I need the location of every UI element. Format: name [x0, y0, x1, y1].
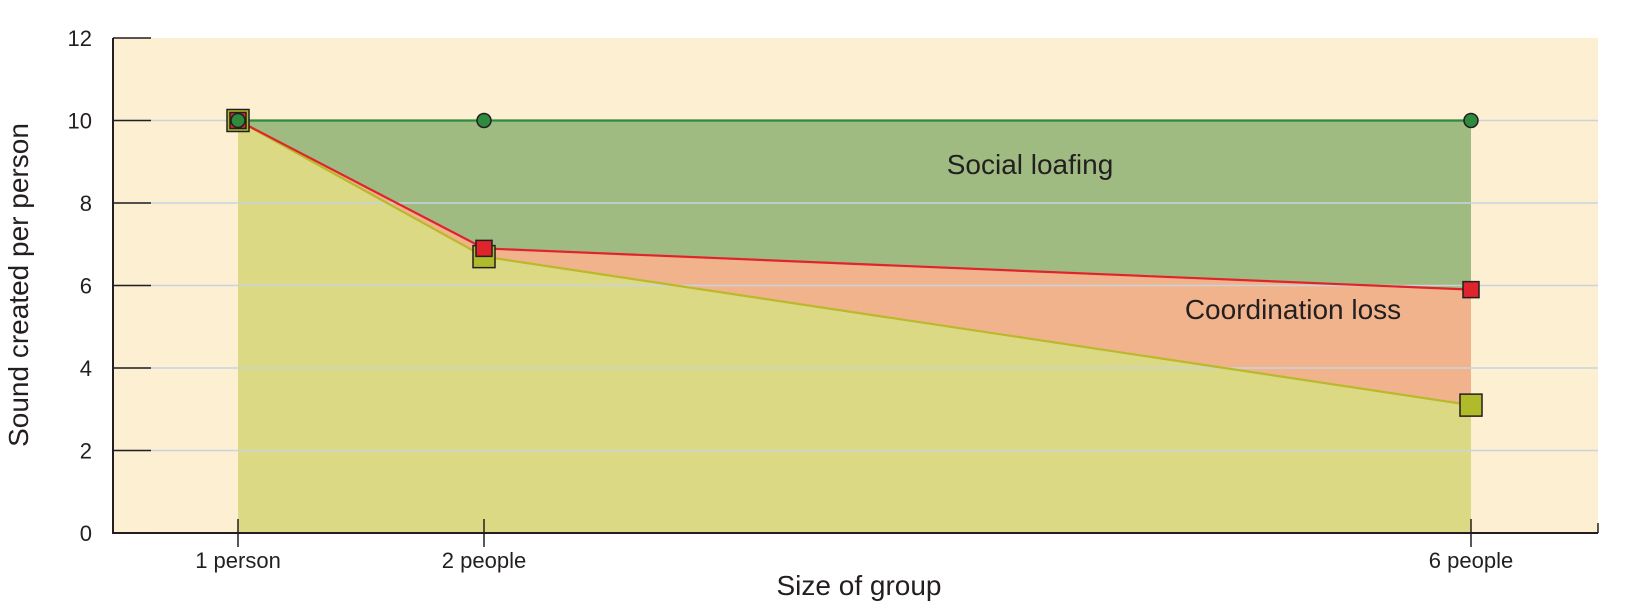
y-tick-label: 10: [68, 109, 92, 134]
red-square-marker: [475, 239, 493, 258]
green-circle-marker: [476, 112, 492, 129]
coordination-loss-area: [238, 120, 1471, 406]
olive-square-marker: [1459, 393, 1483, 417]
green-circle-marker: [1463, 112, 1479, 129]
x-tick-label: 2 people: [442, 548, 526, 573]
base-area: [238, 120, 1471, 533]
x-axis-title: Size of group: [777, 570, 942, 601]
y-tick-label: 8: [80, 191, 92, 216]
x-tick-label: 6 people: [1429, 548, 1513, 573]
social-loafing-annotation: Social loafing: [947, 149, 1114, 180]
y-tick-label: 4: [80, 356, 92, 381]
y-tick-label: 12: [68, 26, 92, 51]
social-loafing-area: [238, 120, 1471, 290]
y-tick-label: 0: [80, 521, 92, 546]
y-tick-label: 6: [80, 274, 92, 299]
y-axis-title: Sound created per person: [3, 123, 34, 447]
green-circle-marker: [230, 112, 246, 129]
x-tick-label: 1 person: [195, 548, 281, 573]
y-tick-label: 2: [80, 439, 92, 464]
red-square-marker: [1462, 280, 1480, 299]
coordination-loss-annotation: Coordination loss: [1185, 294, 1401, 325]
